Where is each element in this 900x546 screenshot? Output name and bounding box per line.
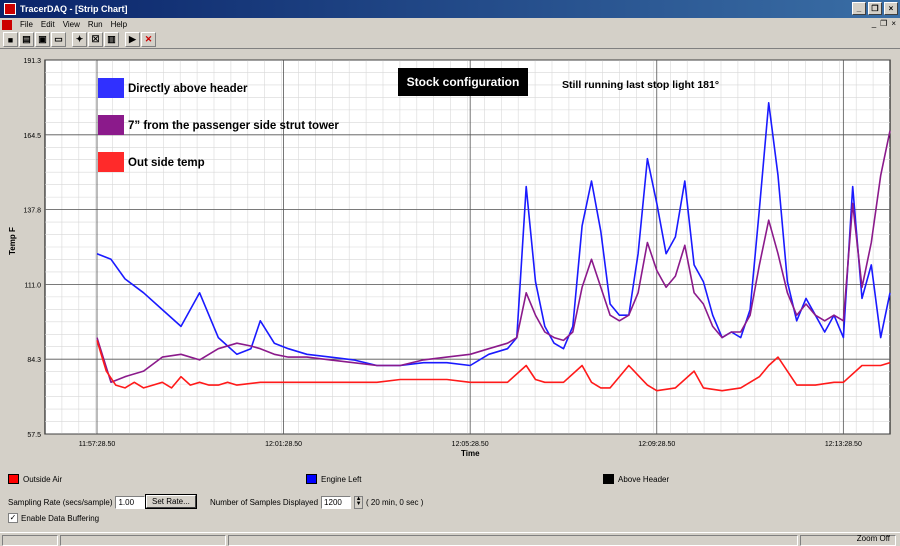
- minimize-button[interactable]: _: [852, 2, 866, 15]
- legend-label-engine-left: Engine Left: [321, 474, 362, 484]
- annotation-swatch: [98, 78, 124, 98]
- y-tick-label: 57.5: [27, 432, 41, 439]
- buffering-label: Enable Data Buffering: [21, 513, 100, 523]
- stop-icon[interactable]: ■: [3, 32, 18, 47]
- strip-chart[interactable]: 191.3 164.5 137.8 111.0 84.3 57.5 11:57:28.50 1…: [0, 50, 900, 470]
- sampling-rate-label: Sampling Rate (secs/sample): [8, 498, 113, 507]
- annotation-title: Stock configuration: [407, 75, 520, 89]
- annotation-note: Still running last stop light 181°: [562, 79, 719, 91]
- samples-label: Number of Samples Displayed: [210, 498, 319, 507]
- y-tick-label: 191.3: [23, 58, 41, 65]
- buffering-checkbox[interactable]: ✓: [8, 513, 18, 523]
- legend-swatch-engine-left: [306, 474, 317, 484]
- menu-file[interactable]: File: [20, 20, 33, 29]
- menu-help[interactable]: Help: [110, 20, 128, 29]
- legend-entry-outside-air[interactable]: Outside Air: [8, 474, 62, 484]
- annotation-label: Out side temp: [128, 157, 205, 169]
- x-tick-label: 12:09:28.50: [638, 441, 675, 448]
- menu-bar: File Edit View Run Help: [0, 18, 900, 31]
- status-segment-2: [228, 535, 798, 546]
- open-icon[interactable]: ▤: [19, 32, 34, 47]
- annotation-swatch: [98, 115, 124, 135]
- y-tick-label: 164.5: [23, 133, 41, 140]
- series-line-7-in-strut-tower: [96, 130, 891, 384]
- annotation-label: Directly above header: [128, 83, 248, 95]
- status-segment-1: [60, 535, 226, 546]
- samples-control: Number of Samples Displayed 1200 ▲ ▼ ( 20…: [210, 496, 423, 509]
- status-bar: [0, 532, 900, 546]
- legend-entry-above-header[interactable]: Above Header: [603, 474, 669, 484]
- x-tick-label: 12:01:28.50: [265, 441, 302, 448]
- mdi-minimize-button[interactable]: _: [871, 19, 877, 28]
- app-icon: [4, 3, 16, 15]
- legend-label-outside-air: Outside Air: [23, 474, 63, 484]
- x-tick-label: 11:57:28.50: [79, 441, 116, 448]
- legend-label-above-header: Above Header: [618, 474, 670, 484]
- x-tick-label: 12:13:28.50: [825, 441, 862, 448]
- print-icon[interactable]: ▭: [51, 32, 66, 47]
- y-tick-label: 84.3: [27, 357, 41, 364]
- menu-edit[interactable]: Edit: [40, 20, 55, 29]
- menu-view[interactable]: View: [62, 20, 80, 29]
- annotation-swatch: [98, 152, 124, 172]
- samples-duration: ( 20 min, 0 sec ): [366, 498, 424, 507]
- x-axis-label: Time: [461, 449, 480, 458]
- channels-icon[interactable]: ☒: [88, 32, 103, 47]
- series-line-engine-left: [96, 101, 891, 367]
- config-icon[interactable]: ✦: [72, 32, 87, 47]
- cancel-icon[interactable]: ✕: [141, 32, 156, 47]
- mdi-close-button[interactable]: ×: [891, 19, 896, 28]
- sampling-rate-control: Sampling Rate (secs/sample) 1.00 ▲▼: [8, 496, 158, 509]
- set-rate-button[interactable]: Set Rate...: [145, 494, 197, 509]
- samples-input[interactable]: 1200: [321, 496, 352, 509]
- legend-swatch-outside-air: [8, 474, 19, 484]
- buffering-control: ✓ Enable Data Buffering: [8, 513, 99, 523]
- series-line-outside-air: [96, 340, 891, 392]
- mdi-restore-button[interactable]: ❐: [880, 19, 888, 28]
- window-title: TracerDAQ - [Strip Chart]: [20, 4, 128, 14]
- x-tick-label: 12:05:28.50: [452, 441, 489, 448]
- legend-swatch-above-header: [603, 474, 614, 484]
- display-icon[interactable]: ▥: [104, 32, 119, 47]
- folder-icon[interactable]: ▣: [35, 32, 50, 47]
- y-tick-label: 111.0: [25, 282, 42, 289]
- annotation-label: 7” from the passenger side strut tower: [128, 120, 339, 132]
- status-progress: [2, 535, 58, 546]
- y-tick-label: 137.8: [23, 208, 41, 215]
- sampling-rate-input[interactable]: 1.00: [115, 496, 146, 509]
- annotation-title-box: [398, 68, 528, 96]
- toolbar: ■ ▤ ▣ ▭ ✦ ☒ ▥ ▶ ✕: [0, 31, 900, 49]
- samples-spinner[interactable]: ▲ ▼: [354, 496, 364, 509]
- menu-run[interactable]: Run: [87, 20, 103, 29]
- mdi-controls: _ ❐ ×: [872, 19, 896, 28]
- restore-button[interactable]: ❐: [868, 2, 882, 15]
- play-icon[interactable]: ▶: [125, 32, 140, 47]
- document-icon[interactable]: [2, 19, 12, 30]
- zoom-status: Zoom Off: [856, 534, 890, 543]
- set-rate-wrap: Set Rate...: [145, 494, 197, 509]
- close-button[interactable]: ×: [884, 2, 898, 15]
- title-bar: TracerDAQ - [Strip Chart] _ ❐ ×: [0, 0, 900, 18]
- legend-entry-engine-left[interactable]: Engine Left: [306, 474, 361, 484]
